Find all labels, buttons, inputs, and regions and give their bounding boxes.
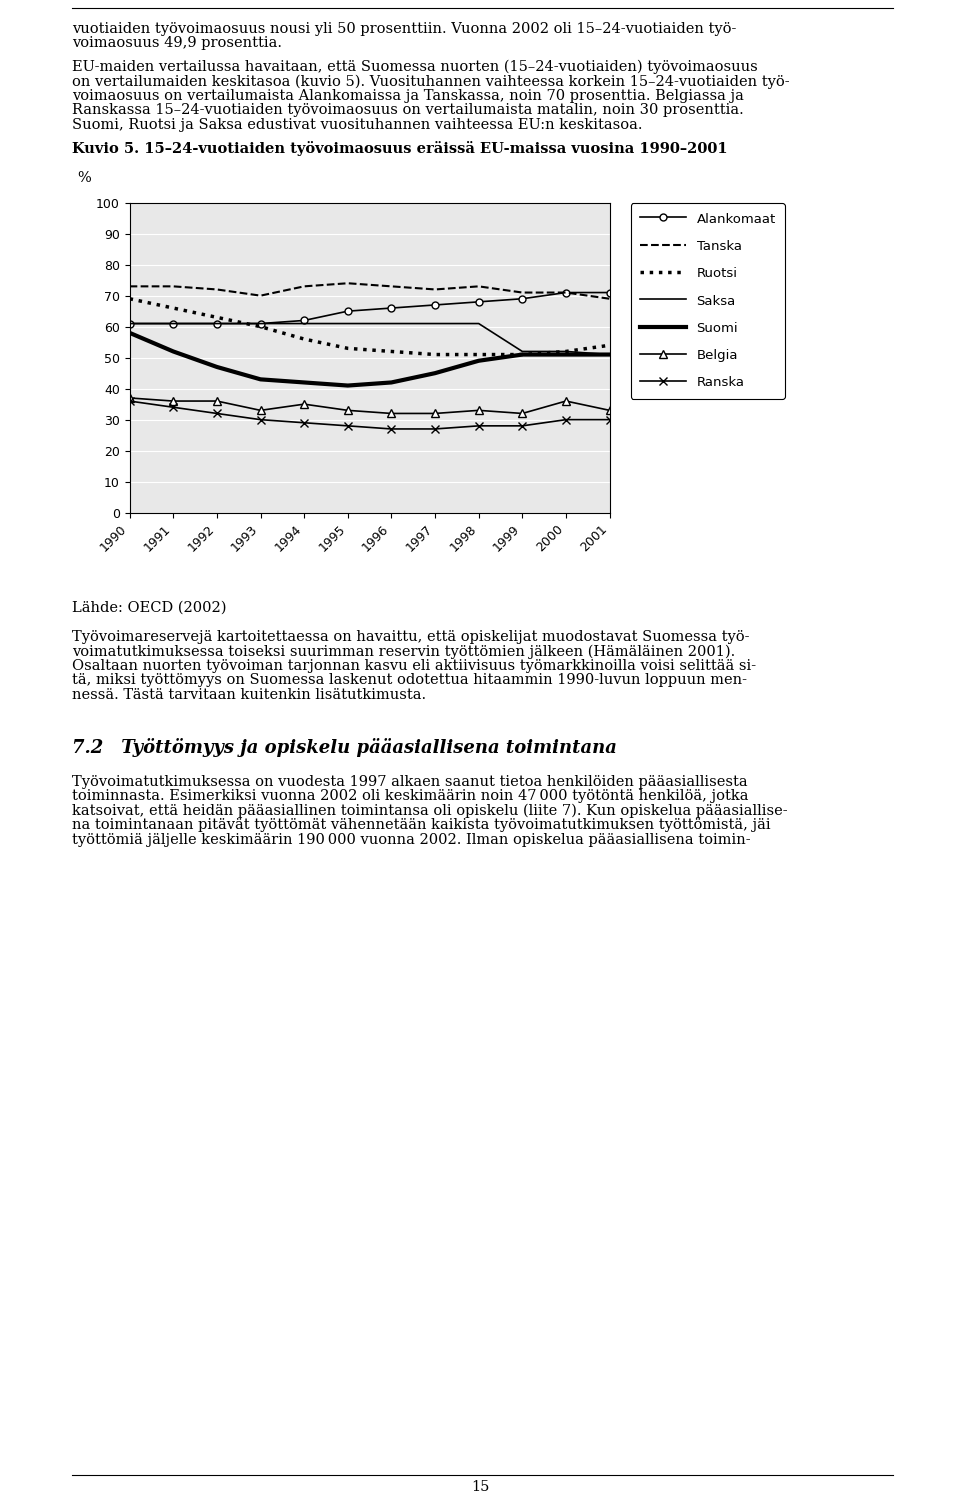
Text: Työvoimareservejä kartoitettaessa on havaittu, että opiskelijat muodostavat Suom: Työvoimareservejä kartoitettaessa on hav… [72,630,750,644]
Text: voimaosuus 49,9 prosenttia.: voimaosuus 49,9 prosenttia. [72,36,282,51]
Text: 15: 15 [470,1481,490,1494]
Text: Kuvio 5. 15–24-vuotiaiden työvoimaosuus eräissä EU-maissa vuosina 1990–2001: Kuvio 5. 15–24-vuotiaiden työvoimaosuus … [72,141,728,156]
Text: Työvoimatutkimuksessa on vuodesta 1997 alkaen saanut tietoa henkilöiden pääasial: Työvoimatutkimuksessa on vuodesta 1997 a… [72,774,748,789]
Text: Suomi, Ruotsi ja Saksa edustivat vuosituhannen vaihteessa EU:n keskitasoa.: Suomi, Ruotsi ja Saksa edustivat vuositu… [72,118,642,132]
Text: voimatutkimuksessa toiseksi suurimman reservin työttömien jälkeen (Hämäläinen 20: voimatutkimuksessa toiseksi suurimman re… [72,644,735,659]
Text: tä, miksi työttömyys on Suomessa laskenut odotettua hitaammin 1990-luvun loppuun: tä, miksi työttömyys on Suomessa laskenu… [72,674,747,687]
Text: Osaltaan nuorten työvoiman tarjonnan kasvu eli aktiivisuus työmarkkinoilla voisi: Osaltaan nuorten työvoiman tarjonnan kas… [72,659,756,672]
Text: vuotiaiden työvoimaosuus nousi yli 50 prosenttiin. Vuonna 2002 oli 15–24-vuotiai: vuotiaiden työvoimaosuus nousi yli 50 pr… [72,22,736,36]
Text: 7.2 Työttömyys ja opiskelu pääasiallisena toimintana: 7.2 Työttömyys ja opiskelu pääasiallisen… [72,738,617,757]
Text: voimaosuus on vertailumaista Alankomaissa ja Tanskassa, noin 70 prosenttia. Belg: voimaosuus on vertailumaista Alankomaiss… [72,88,744,103]
Text: Lähde: OECD (2002): Lähde: OECD (2002) [72,600,227,615]
Text: Ranskassa 15–24-vuotiaiden työvoimaosuus on vertailumaista matalin, noin 30 pros: Ranskassa 15–24-vuotiaiden työvoimaosuus… [72,103,744,117]
Text: EU-maiden vertailussa havaitaan, että Suomessa nuorten (15–24-vuotiaiden) työvoi: EU-maiden vertailussa havaitaan, että Su… [72,60,757,73]
Text: katsoivat, että heidän pääasiallinen toimintansa oli opiskelu (liite 7). Kun opi: katsoivat, että heidän pääasiallinen toi… [72,804,787,817]
Text: %: % [77,171,90,184]
Text: na toimintanaan pitävät työttömät vähennetään kaikista työvoimatutkimuksen tyött: na toimintanaan pitävät työttömät vähenn… [72,819,771,832]
Text: on vertailumaiden keskitasoa (kuvio 5). Vuosituhannen vaihteessa korkein 15–24-v: on vertailumaiden keskitasoa (kuvio 5). … [72,75,790,88]
Text: nessä. Tästä tarvitaan kuitenkin lisätutkimusta.: nessä. Tästä tarvitaan kuitenkin lisätut… [72,687,426,702]
Text: toiminnasta. Esimerkiksi vuonna 2002 oli keskimäärin noin 47 000 työtöntä henkil: toiminnasta. Esimerkiksi vuonna 2002 oli… [72,789,749,804]
Text: työttömiä jäljelle keskimäärin 190 000 vuonna 2002. Ilman opiskelua pääasiallise: työttömiä jäljelle keskimäärin 190 000 v… [72,832,751,847]
Legend: Alankomaat, Tanska, Ruotsi, Saksa, Suomi, Belgia, Ranska: Alankomaat, Tanska, Ruotsi, Saksa, Suomi… [631,204,785,398]
